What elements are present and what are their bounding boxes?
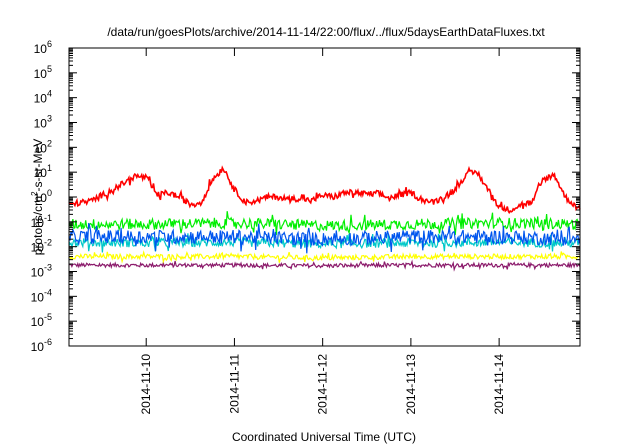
series-line-3: [68, 222, 581, 254]
y-tick-base: 10: [34, 92, 48, 106]
x-tick-label: 2014-11-10: [139, 354, 153, 415]
series-line-5: [68, 250, 581, 264]
y-tick-base: 10: [31, 266, 45, 280]
y-tick-base: 10: [31, 315, 45, 329]
y-tick-label: 103: [34, 114, 52, 131]
x-tick-label: 2014-11-11: [227, 354, 241, 414]
x-tick-label: 2014-11-14: [492, 354, 506, 415]
y-tick-base: 10: [31, 290, 45, 304]
y-tick-base: 10: [31, 241, 45, 255]
series-line-2: [68, 211, 581, 236]
y-tick-label: 10-5: [31, 312, 52, 329]
series-group: [68, 165, 581, 272]
x-axis: 2014-11-10 2014-11-11 2014-11-12 2014-11-13…: [139, 48, 506, 415]
y-tick-base: 10: [31, 216, 45, 230]
y-tick-label: 100: [34, 188, 52, 205]
y-axis-title-sup: 2: [30, 191, 39, 196]
y-tick-label: 10-6: [31, 337, 52, 354]
y-tick-exp: 1: [47, 163, 52, 173]
y-tick-label: 10-1: [31, 213, 52, 230]
y-tick-base: 10: [34, 166, 48, 180]
y-tick-base: 10: [34, 67, 48, 81]
y-tick-label: 106: [34, 39, 52, 56]
y-tick-label: 10-2: [31, 238, 52, 255]
y-tick-exp: -1: [44, 213, 52, 223]
y-tick-label: 10-3: [31, 263, 52, 280]
y-axis-title-base: protons/cm: [31, 196, 45, 255]
y-tick-base: 10: [34, 141, 48, 155]
y-tick-exp: -4: [44, 287, 52, 297]
y-tick-exp: -3: [44, 263, 52, 273]
y-tick-label: 104: [34, 89, 52, 106]
y-tick-label: 102: [34, 138, 52, 155]
y-tick-exp: -6: [44, 337, 52, 347]
y-tick-exp: 2: [47, 138, 52, 148]
x-axis-title: Coordinated Universal Time (UTC): [232, 430, 416, 444]
y-tick-exp: -2: [44, 238, 52, 248]
y-tick-exp: 3: [47, 114, 52, 124]
y-axis: 10610510410310210110010-110-210-310-410-…: [31, 39, 580, 354]
y-tick-exp: 5: [47, 64, 52, 74]
series-line-6: [68, 259, 581, 272]
y-axis-title-rest: -s-sr-MeV: [31, 139, 45, 192]
y-tick-base: 10: [34, 117, 48, 131]
y-tick-exp: 4: [47, 89, 52, 99]
x-tick-label: 2014-11-12: [316, 354, 330, 415]
y-tick-base: 10: [31, 340, 45, 354]
y-tick-label: 10-4: [31, 287, 52, 304]
series-line-1: [68, 165, 581, 215]
y-tick-label: 105: [34, 64, 52, 81]
series-line-4: [68, 233, 581, 253]
y-tick-exp: 6: [47, 39, 52, 49]
x-tick-label: 2014-11-13: [404, 354, 418, 415]
y-tick-exp: 0: [47, 188, 52, 198]
y-tick-base: 10: [34, 191, 48, 205]
y-tick-label: 101: [34, 163, 52, 180]
y-tick-base: 10: [34, 42, 48, 56]
y-axis-title: protons/cm2-s-sr-MeV: [30, 139, 45, 255]
chart-title: /data/run/goesPlots/archive/2014-11-14/2…: [107, 25, 545, 39]
y-tick-exp: -5: [44, 312, 52, 322]
